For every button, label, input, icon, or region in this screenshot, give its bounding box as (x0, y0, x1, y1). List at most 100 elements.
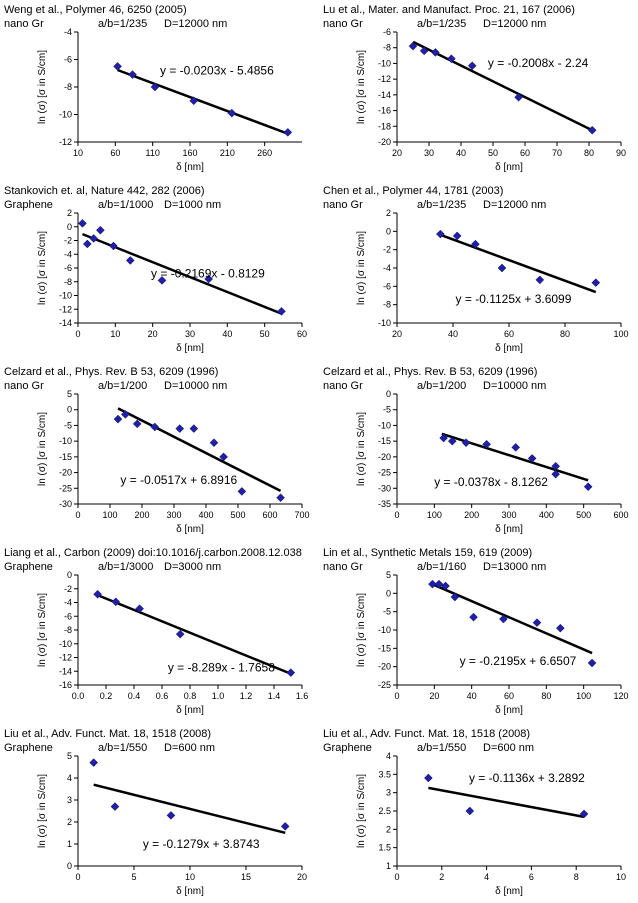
data-point (96, 225, 105, 235)
y-tick-label: 2.5 (378, 806, 391, 816)
trendline (117, 407, 282, 493)
data-point (93, 589, 102, 599)
material-label: Graphene (4, 742, 53, 754)
data-point (447, 54, 456, 64)
y-tick-label: -10 (59, 110, 72, 120)
y-tick-label: -8 (64, 277, 72, 287)
y-tick-label: -6 (64, 55, 72, 65)
x-tick-label: 1.0 (212, 691, 225, 701)
y-tick-label: -5 (383, 607, 391, 617)
y-tick-label: -8 (383, 300, 391, 310)
data-point (82, 239, 92, 249)
diameter-label: D=10000 nm (483, 380, 547, 392)
chart-meta: nano Gr a/b=1/160 D=13000 nm (323, 561, 546, 573)
chart-meta: nano Gr a/b=1/235 D=12000 nm (323, 199, 546, 211)
x-tick-label: 90 (616, 148, 626, 158)
y-tick-label: 2 (386, 208, 391, 218)
x-tick-label: 210 (220, 148, 235, 158)
y-tick-label: -5 (383, 405, 391, 415)
material-label: nano Gr (323, 18, 363, 30)
y-tick-label: 0 (386, 226, 391, 236)
material-label: nano Gr (323, 561, 363, 573)
y-tick-label: -20 (378, 137, 391, 147)
x-axis-label: δ [nm] (495, 705, 523, 716)
data-point (89, 234, 99, 243)
y-tick-label: -6 (64, 611, 72, 621)
x-tick-label: 60 (110, 148, 120, 158)
x-tick-label: 120 (613, 691, 628, 701)
x-axis-label: δ [nm] (495, 524, 523, 535)
y-tick-label: 2 (67, 208, 72, 218)
aspect-ratio-label: a/b=1/1000 (98, 199, 154, 211)
x-tick-label: 700 (294, 510, 309, 520)
x-tick-label: 600 (262, 510, 277, 520)
data-point (209, 438, 219, 448)
y-tick-label: -35 (378, 499, 391, 509)
trendline (430, 582, 593, 655)
y-tick-label: 4 (386, 751, 391, 761)
diameter-label: D=12000 nm (164, 18, 228, 30)
x-tick-label: 20 (429, 691, 439, 701)
y-tick-label: -10 (378, 318, 391, 328)
y-tick-label: -16 (378, 106, 391, 116)
y-tick-label: -10 (59, 639, 72, 649)
y-tick-label: 5 (386, 570, 391, 580)
y-tick-label: -4 (64, 598, 72, 608)
trendline-equation: y = -0.2195x + 6.6507 (460, 654, 577, 668)
y-tick-label: -8 (383, 43, 391, 53)
y-tick-label: -4 (383, 263, 391, 273)
chart-meta: Graphene a/b=1/1000 D=1000 nm (4, 199, 221, 211)
material-label: nano Gr (4, 18, 44, 30)
y-tick-label: -12 (378, 74, 391, 84)
y-tick-label: -12 (59, 137, 72, 147)
y-tick-label: -2 (383, 245, 391, 255)
y-axis-label: ln (σ) [σ in S/cm] (37, 774, 48, 848)
scatter-plot: 0 2 4 6 8 10 1 1.5 2 2.5 3 3.5 4 δ [nm] ln (σ) [σ in S… (356, 751, 626, 897)
data-point (511, 443, 521, 452)
scatter-plot: 0.0 0.2 0.4 0.6 0.8 1.0 1.2 1.4 1.6 -16 -14 -12 -10 -… (37, 570, 309, 716)
data-point (121, 410, 130, 419)
data-point (583, 482, 593, 492)
x-tick-label: 1.6 (296, 691, 309, 701)
x-tick-label: 60 (504, 329, 514, 339)
chart-meta: nano Gr a/b=1/200 D=10000 nm (323, 380, 546, 392)
x-tick-label: 0.4 (128, 691, 141, 701)
x-tick-label: 1.4 (268, 691, 281, 701)
x-tick-label: 260 (257, 148, 272, 158)
x-tick-label: 200 (134, 510, 149, 520)
data-point (461, 438, 471, 448)
aspect-ratio-label: a/b=1/3000 (98, 561, 154, 573)
chart-panel-3: Stankovich et. al, Nature 442, 282 (2006… (0, 181, 316, 359)
y-tick-label: -8 (64, 625, 72, 635)
data-point (135, 604, 144, 614)
x-axis-label: δ [nm] (495, 886, 523, 897)
data-point (286, 668, 296, 677)
aspect-ratio-label: a/b=1/550 (98, 742, 148, 754)
trendline (412, 40, 593, 132)
data-point (535, 275, 545, 285)
x-axis-label: δ [nm] (176, 162, 204, 173)
x-tick-label: 0 (75, 872, 80, 882)
x-tick-label: 300 (501, 510, 516, 520)
y-tick-label: 3 (67, 795, 72, 805)
x-axis-label: δ [nm] (495, 162, 523, 173)
x-tick-label: 10 (73, 148, 83, 158)
y-tick-label: 5 (67, 751, 72, 761)
chart-source: Celzard et al., Phys. Rev. B 53, 6209 (1… (4, 366, 219, 378)
data-point (204, 274, 214, 284)
chart-source: Liu et al., Adv. Funct. Mat. 18, 1518 (2… (323, 728, 531, 740)
aspect-ratio-label: a/b=1/235 (417, 18, 467, 30)
x-tick-label: 10 (185, 872, 195, 882)
y-axis-label: ln (σ) [σ in S/cm] (37, 593, 48, 667)
y-tick-label: -15 (378, 436, 391, 446)
data-point (587, 658, 597, 668)
data-point (527, 454, 537, 463)
y-tick-label: 2 (67, 817, 72, 827)
y-tick-label: 0 (386, 588, 391, 598)
aspect-ratio-label: a/b=1/160 (417, 561, 467, 573)
chart-source: Lin et al., Synthetic Metals 159, 619 (2… (323, 547, 533, 559)
aspect-ratio-label: a/b=1/235 (417, 199, 467, 211)
y-tick-label: -30 (378, 483, 391, 493)
x-tick-label: 110 (145, 148, 159, 158)
y-tick-label: -12 (59, 304, 72, 314)
